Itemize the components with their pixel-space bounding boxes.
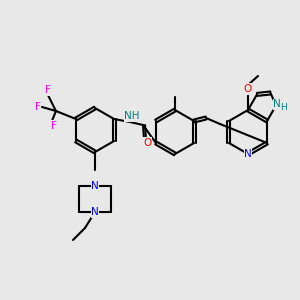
- Text: F: F: [35, 102, 41, 112]
- Text: F: F: [51, 121, 57, 131]
- Text: N: N: [273, 99, 281, 110]
- Text: H: H: [280, 103, 286, 112]
- Text: N: N: [91, 207, 99, 217]
- Text: O: O: [244, 84, 252, 94]
- Text: N: N: [244, 149, 252, 159]
- Text: N: N: [91, 181, 99, 191]
- Text: NH: NH: [124, 111, 140, 121]
- Text: F: F: [45, 85, 51, 95]
- Text: O: O: [143, 138, 151, 148]
